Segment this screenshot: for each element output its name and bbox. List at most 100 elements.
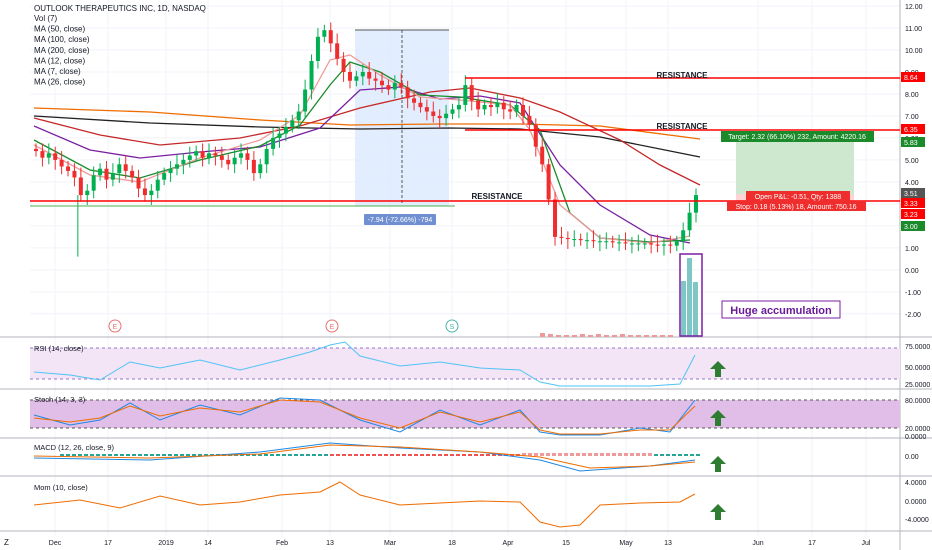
- macd-histogram-bar: [462, 454, 466, 456]
- candle-body: [251, 159, 256, 174]
- macd-histogram-bar: [696, 454, 700, 456]
- macd-histogram-bar: [396, 454, 400, 456]
- macd-histogram-bar: [654, 454, 658, 456]
- macd-histogram-bar: [474, 454, 478, 456]
- time-axis-tick: Jul: [862, 540, 871, 547]
- volume-bar: [540, 333, 545, 337]
- volume-bar: [628, 335, 633, 337]
- macd-histogram-bar: [318, 454, 322, 456]
- rsi-pane-title: RSI (14, close): [34, 344, 84, 353]
- indicator-legend-item: MA (12, close): [34, 56, 85, 65]
- macd-histogram-bar: [300, 454, 304, 456]
- candle-body: [59, 159, 64, 167]
- stop-label: Stop: 0.18 (5.13%) 18, Amount: 750.16: [735, 204, 856, 211]
- candle-body: [142, 188, 147, 196]
- macd-histogram-bar: [450, 454, 454, 456]
- time-axis-tick: Mar: [384, 540, 397, 547]
- price-badge: [901, 209, 925, 219]
- macd-histogram-bar: [330, 454, 334, 456]
- candle-body: [597, 241, 602, 243]
- event-marker: [108, 319, 122, 333]
- macd-histogram-bar: [492, 454, 496, 456]
- macd-histogram-bar: [624, 453, 628, 456]
- candle-body: [34, 148, 38, 152]
- macd-histogram-bar: [558, 453, 562, 456]
- price-axis-tick: 7.00: [905, 114, 919, 121]
- macd-histogram-bar: [342, 454, 346, 456]
- candle-body: [85, 190, 90, 196]
- indicator-legend-item: MA (7, close): [34, 67, 81, 76]
- candle-body: [207, 153, 212, 158]
- candle-body: [322, 30, 327, 37]
- macd-histogram-bar: [78, 454, 82, 456]
- price-axis-tick: 1.00: [905, 246, 919, 253]
- macd-histogram-bar: [570, 453, 574, 456]
- mom-axis-tick: 4.0000: [905, 480, 927, 487]
- volume-bar: [681, 281, 686, 337]
- candle-body: [405, 87, 410, 99]
- measure-label-bg: [364, 214, 436, 225]
- time-axis-tick: 2019: [158, 540, 174, 547]
- candle-body: [347, 71, 352, 81]
- event-marker-label: E: [113, 324, 118, 331]
- candle-body: [661, 244, 666, 246]
- macd-histogram-bar: [276, 454, 280, 456]
- resistance-label: RESISTANCE: [657, 122, 709, 131]
- candle-body: [533, 124, 538, 147]
- macd-histogram-bar: [258, 454, 262, 456]
- price-axis-tick: 10.00: [905, 48, 923, 55]
- macd-histogram-bar: [456, 454, 460, 456]
- candle-body: [559, 236, 564, 238]
- candle-body: [553, 199, 558, 237]
- price-badge-label: 3.23: [904, 212, 918, 219]
- candle-body: [258, 164, 263, 174]
- macd-histogram-bar: [312, 454, 316, 456]
- pane-band: [30, 348, 900, 379]
- macd-histogram-bar: [252, 454, 256, 456]
- macd-histogram-bar: [138, 454, 142, 456]
- macd-histogram-bar: [270, 454, 274, 456]
- volume-bar: [636, 335, 641, 337]
- candle-body: [78, 177, 83, 196]
- price-badge: [901, 188, 925, 198]
- ma200-line: [33, 115, 701, 158]
- candle-body: [226, 159, 231, 165]
- macd-histogram-bar: [420, 454, 424, 456]
- stoch-axis-tick: 80.0000: [905, 398, 930, 405]
- candle-body: [636, 243, 641, 245]
- candle-body: [476, 100, 481, 110]
- candle-body: [456, 104, 461, 110]
- candle-body: [514, 104, 519, 112]
- rsi-axis-tick: 50.0000: [905, 365, 930, 372]
- macd-histogram-bar: [324, 454, 328, 456]
- candle-body: [91, 175, 96, 191]
- candle-body: [264, 148, 269, 165]
- macd-histogram-bar: [528, 453, 532, 456]
- time-axis-tick: 15: [562, 540, 570, 547]
- time-axis-tick: 17: [808, 540, 816, 547]
- time-axis-tick: Dec: [49, 540, 62, 547]
- price-badge-label: 3.51: [904, 191, 918, 198]
- macd-histogram-bar: [432, 454, 436, 456]
- candle-body: [232, 157, 237, 165]
- volume-bar: [588, 335, 593, 337]
- macd-histogram-bar: [390, 454, 394, 456]
- candle-body: [373, 78, 378, 81]
- macd-histogram-bar: [156, 454, 160, 456]
- macd-histogram-bar: [378, 454, 382, 456]
- candle-body: [98, 168, 103, 176]
- momentum-line: [33, 481, 696, 528]
- macd-histogram-bar: [672, 454, 676, 456]
- price-axis-tick: 11.00: [905, 26, 922, 33]
- volume-bar: [652, 335, 657, 337]
- price-axis-tick: 0.00: [905, 268, 919, 275]
- candle-body: [431, 111, 436, 116]
- volume-bar: [644, 335, 649, 337]
- macd-histogram-bar: [198, 454, 202, 456]
- target-label-bg: [721, 131, 874, 142]
- price-badge: [901, 198, 925, 208]
- price-badge-label: 3.00: [904, 224, 918, 231]
- candle-body: [168, 168, 173, 174]
- up-arrow-icon: [710, 361, 726, 377]
- open-pl-label: Open P&L: -0.51, Qty: 1388: [755, 194, 841, 201]
